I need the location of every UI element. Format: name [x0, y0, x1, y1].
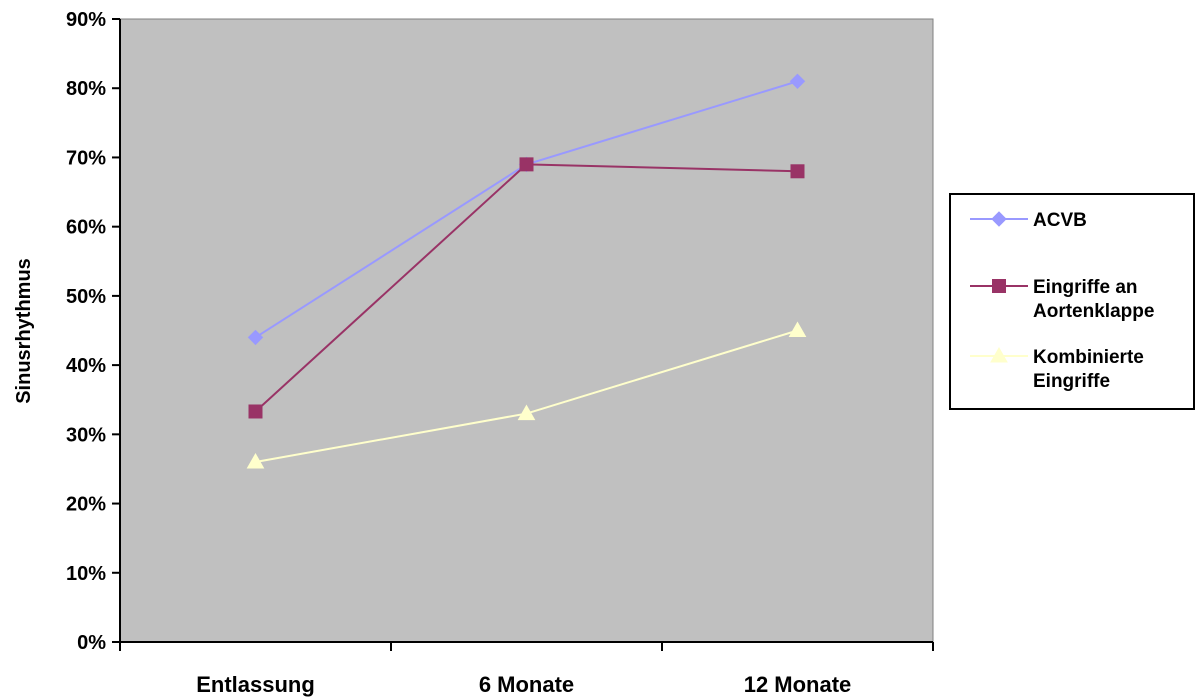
y-tick-label: 40% — [66, 355, 106, 377]
x-tick-label: 6 Monate — [479, 672, 574, 697]
legend: ACVB Eingriffe an Aortenklappe Kombinierte E… — [949, 193, 1195, 410]
legend-marker — [990, 346, 1008, 363]
data-point — [246, 453, 265, 469]
data-point — [247, 329, 264, 346]
legend-label: Aortenklappe — [1033, 301, 1154, 322]
axes — [112, 18, 934, 651]
data-point — [517, 404, 536, 421]
plot-area — [119, 18, 934, 643]
series-2 — [248, 157, 805, 419]
y-tick-label: 80% — [66, 78, 106, 100]
legend-marker — [992, 279, 1006, 293]
y-tick-label: 50% — [66, 286, 106, 308]
y-tick-label: 20% — [66, 494, 106, 516]
data-point — [790, 164, 805, 179]
legend-label: Eingriffe — [1033, 371, 1110, 392]
data-point — [248, 404, 263, 419]
y-tick-label: 30% — [66, 424, 106, 446]
legend-marker — [991, 211, 1007, 227]
y-tick-labels: 0% 10% 20% 30% 40% 50% 60% 70% 80% 90% — [66, 9, 106, 654]
legend-entry-2: Eingriffe an Aortenklappe — [970, 277, 1154, 322]
y-tick-label: 0% — [77, 632, 106, 654]
legend-entry-3: Kombinierte Eingriffe — [970, 346, 1144, 392]
x-tick-label: Entlassung — [196, 672, 315, 697]
legend-box — [949, 193, 1195, 410]
x-tick-label: 12 Monate — [744, 672, 852, 697]
legend-label: Eingriffe an — [1033, 277, 1138, 298]
y-tick-label: 60% — [66, 217, 106, 239]
data-point — [788, 321, 807, 337]
legend-entry-1: ACVB — [970, 210, 1087, 231]
x-tick-labels: Entlassung 6 Monate 12 Monate — [196, 672, 851, 697]
series-3 — [246, 321, 807, 469]
series-layer — [246, 73, 807, 469]
legend-label: ACVB — [1033, 210, 1087, 231]
data-point — [789, 73, 806, 90]
data-point — [519, 157, 534, 172]
legend-label: Kombinierte — [1033, 347, 1144, 368]
y-tick-label: 10% — [66, 563, 106, 585]
y-tick-label: 90% — [66, 9, 106, 31]
y-axis-label: Sinusrhythmus — [13, 258, 35, 404]
y-tick-label: 70% — [66, 147, 106, 169]
